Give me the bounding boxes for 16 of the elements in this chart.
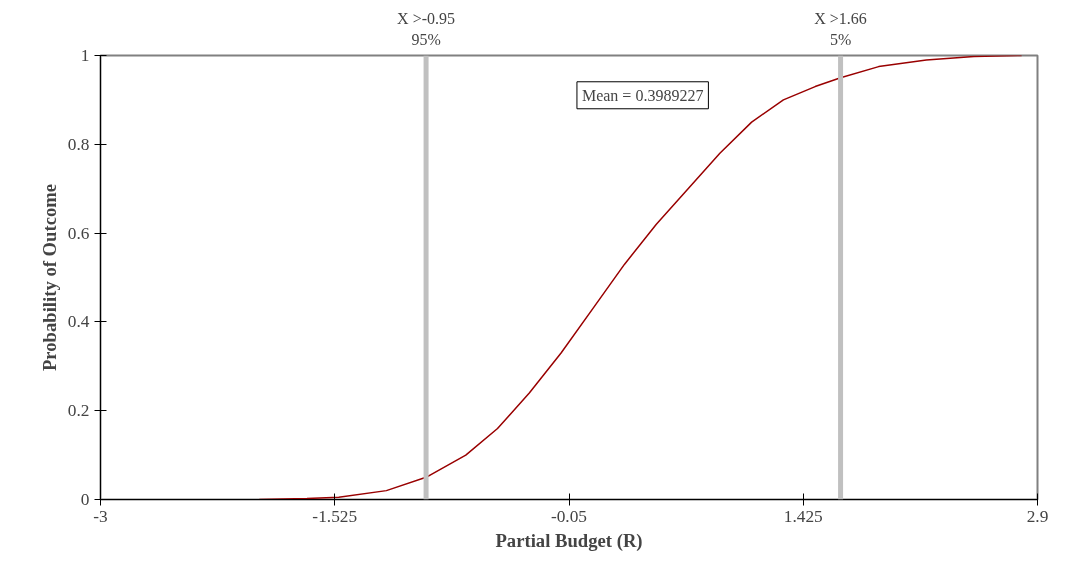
- x-tick-label: -1.525: [312, 506, 358, 526]
- y-tick-label: 0.8: [67, 134, 90, 154]
- x-tick-label: 1.425: [783, 506, 823, 526]
- ref-line-label: X >1.66 5%: [814, 10, 867, 48]
- x-tick-label: -3: [93, 506, 108, 526]
- y-tick-label: 0.4: [67, 312, 90, 332]
- x-axis-title: Partial Budget (R): [495, 529, 643, 552]
- x-tick-label: 2.9: [1026, 506, 1049, 526]
- y-tick-label: 0.6: [67, 223, 90, 243]
- ref-line-label: X >-0.95 95%: [397, 10, 456, 48]
- x-tick-label: -0.05: [550, 506, 588, 526]
- y-tick-label: 0: [80, 490, 90, 509]
- y-axis-title: Probability of Outcome: [38, 183, 60, 372]
- annotation: Mean = 0.3989227: [581, 86, 704, 104]
- y-tick-label: 0.2: [67, 401, 90, 421]
- y-tick-label: 1: [80, 46, 90, 65]
